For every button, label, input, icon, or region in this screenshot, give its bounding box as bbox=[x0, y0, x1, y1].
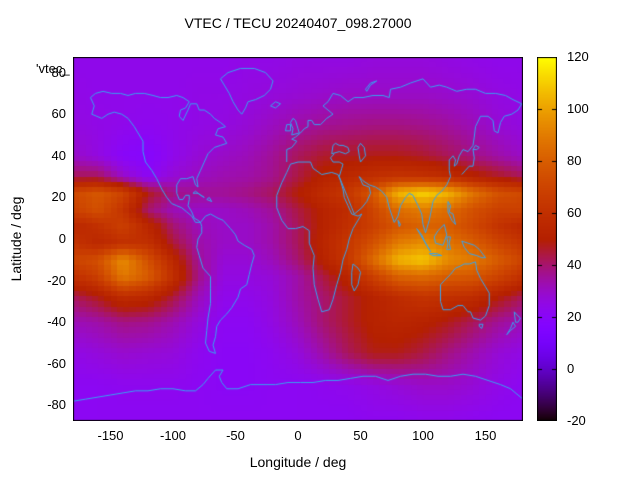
x-tick-label: -100 bbox=[159, 428, 187, 443]
x-tick-label: 150 bbox=[474, 428, 497, 443]
colorbar-tick-label: 80 bbox=[567, 153, 582, 168]
vtec-heatmap-canvas bbox=[73, 57, 523, 421]
colorbar-tick-label: 0 bbox=[567, 361, 575, 376]
y-tick-label: 20 bbox=[51, 189, 66, 205]
x-tick-label: 0 bbox=[294, 428, 302, 443]
y-tick-label: 0 bbox=[58, 231, 66, 246]
overlay-label: 'vtec_ bbox=[36, 61, 70, 76]
chart-title: VTEC / TECU 20240407_098.27000 bbox=[184, 15, 412, 31]
colorbar-canvas bbox=[537, 57, 557, 421]
x-tick-label: 50 bbox=[353, 428, 368, 443]
colorbar-tick-label: 100 bbox=[567, 101, 589, 116]
colorbar-tick-label: 20 bbox=[567, 309, 582, 324]
x-tick-label: 100 bbox=[412, 428, 434, 443]
y-tick-label: 60 bbox=[51, 106, 66, 122]
y-tick-label: -80 bbox=[47, 397, 66, 413]
y-axis-label: Latitude / deg bbox=[8, 196, 24, 282]
x-tick-label: -150 bbox=[97, 428, 124, 443]
colorbar-tick-label: 40 bbox=[567, 257, 582, 272]
colorbar-tick-label: -20 bbox=[567, 413, 586, 428]
y-tick-label: 80 bbox=[51, 64, 66, 80]
x-axis-label: Longitude / deg bbox=[249, 454, 347, 470]
colorbar-tick-label: 60 bbox=[567, 205, 582, 220]
y-tick-label: 40 bbox=[51, 147, 66, 163]
y-tick-label: -40 bbox=[47, 314, 66, 330]
colorbar-tick-label: 120 bbox=[567, 49, 589, 64]
y-tick-label: -20 bbox=[47, 272, 66, 288]
x-tick-label: -50 bbox=[226, 428, 245, 443]
y-tick-label: -60 bbox=[47, 355, 66, 371]
